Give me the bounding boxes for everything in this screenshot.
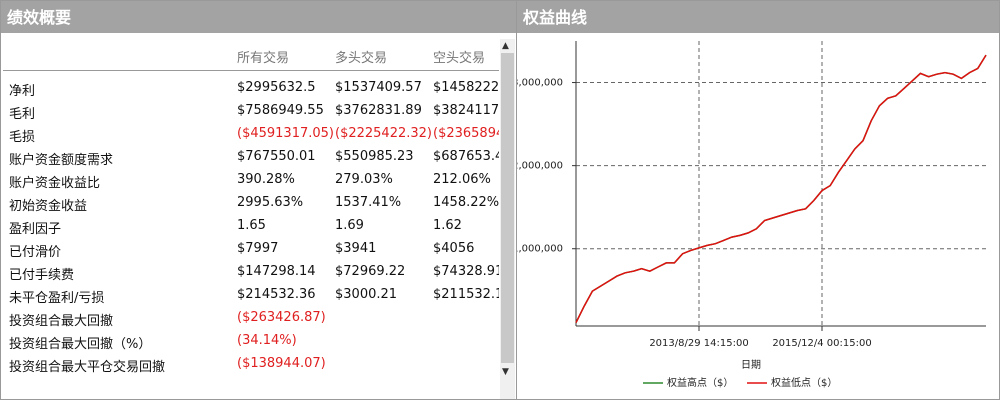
y-tick-label: 3,000,000 (517, 78, 563, 89)
row-label: 未平仓盈利/亏损 (9, 291, 105, 306)
column-header: 多头交易 (335, 51, 388, 66)
row-label: 投资组合最大平仓交易回撤 (9, 360, 166, 375)
row-label: 已付滑价 (9, 245, 62, 260)
row-value: $1537409.57 (335, 80, 422, 95)
row-value: 279.03% (335, 172, 393, 187)
row-value: $3000.21 (335, 287, 398, 302)
chart-title: 权益曲线 (517, 1, 999, 33)
x-tick-label: 2013/8/29 14:15:00 (649, 338, 748, 349)
y-tick-label: 1,000,000 (517, 244, 563, 255)
row-value: $4056 (433, 241, 475, 256)
row-value: ($2225422.32) (335, 126, 431, 141)
row-label: 盈利因子 (9, 222, 62, 237)
row-label: 投资组合最大回撤 (9, 314, 114, 329)
row-value: 1.65 (237, 218, 266, 233)
row-label: 初始资金收益 (9, 199, 88, 214)
row-label: 账户资金额度需求 (9, 153, 114, 168)
row-value: $2995632.5 (237, 80, 316, 95)
y-tick-label: 2,000,000 (517, 161, 563, 172)
row-value: ($138944.07) (237, 356, 326, 371)
equity-line (575, 54, 987, 324)
column-header: 空头交易 (433, 51, 486, 66)
x-tick-label: 2015/12/4 00:15:00 (772, 338, 871, 349)
chart: 1,000,000 2,000,000 3,000,000 2013/8/29 14:… (517, 41, 987, 389)
equity-line (575, 54, 987, 324)
row-value: 1537.41% (335, 195, 402, 210)
summary-title: 绩效概要 (1, 1, 516, 33)
scroll-corner (500, 379, 515, 399)
row-value: $767550.01 (237, 149, 316, 164)
header-rule (3, 70, 499, 71)
row-value: ($263426.87) (237, 310, 326, 325)
row-value: $550985.23 (335, 149, 414, 164)
row-value: $3762831.89 (335, 103, 422, 118)
row-value: 390.28% (237, 172, 295, 187)
row-value: $147298.14 (237, 264, 316, 279)
row-label: 投资组合最大回撤（%） (9, 337, 152, 352)
legend-label: 权益高点（$） (667, 376, 733, 389)
equity-panel: 权益曲线 1,000,000 2,000,000 3,000,000 2013/8/2… (516, 0, 1000, 400)
row-value: 1458.22% (433, 195, 499, 210)
row-value: $74328.91 (433, 264, 499, 279)
row-value: 1.69 (335, 218, 364, 233)
row-value: $7586949.55 (237, 103, 324, 118)
row-label: 账户资金收益比 (9, 176, 101, 191)
scrollbar[interactable]: ▲ ▼ (500, 39, 515, 379)
row-value: ($4591317.05) (237, 126, 333, 141)
row-label: 已付手续费 (9, 268, 75, 283)
row-value: $3941 (335, 241, 377, 256)
scroll-thumb[interactable] (501, 53, 514, 363)
x-axis-label: 日期 (741, 359, 761, 371)
row-value: $72969.22 (335, 264, 406, 279)
row-value: ($2365894 (433, 126, 499, 141)
legend-label: 权益低点（$） (771, 376, 837, 389)
row-label: 毛利 (9, 107, 36, 122)
row-value: $7997 (237, 241, 279, 256)
row-value: 212.06% (433, 172, 491, 187)
row-value: 2995.63% (237, 195, 304, 210)
row-label: 净利 (9, 84, 36, 99)
column-header: 所有交易 (237, 51, 290, 66)
row-value: $214532.36 (237, 287, 316, 302)
row-value: 1.62 (433, 218, 462, 233)
row-value: $3824117 (433, 103, 499, 118)
row-value: (34.14%) (237, 333, 297, 348)
row-value: $1458222 (433, 80, 499, 95)
row-value: $211532.1 (433, 287, 499, 302)
row-value: $687653.4 (433, 149, 499, 164)
row-label: 毛损 (9, 130, 36, 145)
summary-panel: 绩效概要 ▲ ▼ 所有交易 多头交易 空头交易净利 $2995632.5 $153740… (0, 0, 517, 400)
